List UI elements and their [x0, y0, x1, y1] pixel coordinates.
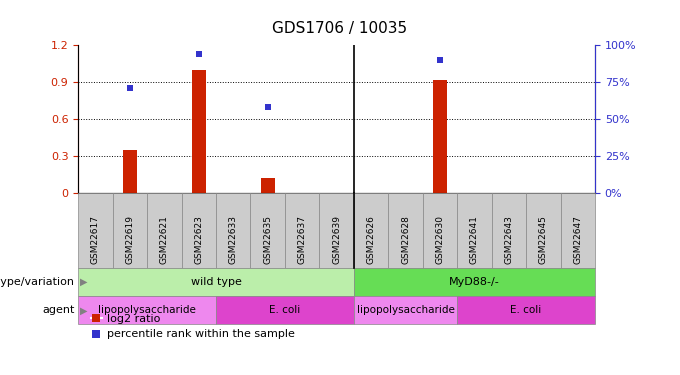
Bar: [261, 178, 275, 193]
Bar: [123, 150, 137, 193]
Text: lipopolysaccharide: lipopolysaccharide: [356, 305, 454, 315]
Text: GSM22630: GSM22630: [435, 215, 445, 264]
Legend: log2 ratio, percentile rank within the sample: log2 ratio, percentile rank within the s…: [90, 314, 295, 339]
Text: GSM22637: GSM22637: [298, 215, 307, 264]
Text: GSM22633: GSM22633: [228, 215, 238, 264]
Text: ▶: ▶: [80, 305, 87, 315]
Text: GSM22628: GSM22628: [401, 216, 410, 264]
Text: GSM22643: GSM22643: [505, 216, 513, 264]
Text: GSM22645: GSM22645: [539, 216, 548, 264]
Text: E. coli: E. coli: [511, 305, 542, 315]
Text: GSM22639: GSM22639: [332, 215, 341, 264]
Text: wild type: wild type: [190, 277, 241, 287]
Text: agent: agent: [42, 305, 75, 315]
Text: GSM22641: GSM22641: [470, 216, 479, 264]
Text: GSM22647: GSM22647: [573, 216, 582, 264]
Text: GSM22621: GSM22621: [160, 216, 169, 264]
Text: GSM22623: GSM22623: [194, 216, 203, 264]
Text: genotype/variation: genotype/variation: [0, 277, 75, 287]
Text: E. coli: E. coli: [269, 305, 301, 315]
Bar: [433, 80, 447, 193]
Text: MyD88-/-: MyD88-/-: [449, 277, 500, 287]
Text: GSM22619: GSM22619: [125, 215, 135, 264]
Text: GSM22626: GSM22626: [367, 216, 375, 264]
Text: lipopolysaccharide: lipopolysaccharide: [98, 305, 196, 315]
Text: GSM22617: GSM22617: [91, 215, 100, 264]
Text: ▶: ▶: [80, 277, 87, 287]
Bar: [192, 70, 205, 193]
Text: GSM22635: GSM22635: [263, 215, 272, 264]
Text: GDS1706 / 10035: GDS1706 / 10035: [273, 21, 407, 36]
